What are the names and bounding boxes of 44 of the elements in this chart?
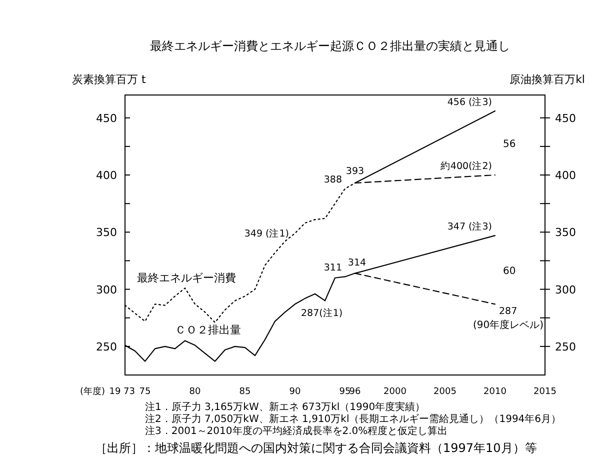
data-label: 287 <box>499 306 518 318</box>
x-tick-label: 2010 <box>484 387 507 397</box>
x-tick-label: 90 <box>289 387 301 397</box>
x-tick-label: 19 73 <box>109 387 135 397</box>
x-tick-label: 95 <box>339 387 351 397</box>
data-label: 311 <box>324 262 342 274</box>
x-tick-label: 80 <box>189 387 201 397</box>
x-tick-label: 2000 <box>384 387 407 397</box>
x-tick-label: 96 <box>349 387 361 397</box>
x-tick-label: 85 <box>239 387 251 397</box>
data-label: 314 <box>348 257 366 268</box>
y-tick-label: 400 <box>96 169 117 182</box>
y2-tick-label: 350 <box>555 226 576 240</box>
y2-axis-title: 原油換算百万kl <box>510 73 585 86</box>
text: 注1．原子力 3,165万kW、新エネ 673万kl（1990年度実績） <box>145 401 426 413</box>
y-tick-label: 250 <box>96 340 117 354</box>
annotation: 56 <box>503 139 516 150</box>
series-label: ＣＯ２排出量 <box>175 323 241 336</box>
y-tick-label: 450 <box>96 112 117 125</box>
y2-tick-label: 400 <box>555 169 576 182</box>
x-axis-title: (年度) <box>80 386 105 397</box>
y2-tick-label: 300 <box>555 283 576 296</box>
series-label: 最終エネルギー消費 <box>137 271 236 284</box>
y-tick-label: 300 <box>96 283 117 296</box>
chart-title: 最終エネルギー消費とエネルギー起源ＣＯ２排出量の実績と見通し <box>150 39 510 53</box>
data-label: 287(注1) <box>301 307 343 320</box>
y2-tick-label: 250 <box>555 340 576 354</box>
y-axis-title: 炭素換算百万 t <box>72 73 146 86</box>
y2-tick-label: 450 <box>555 112 576 125</box>
annotation: 60 <box>503 266 516 277</box>
annotation: (90年度レベル) <box>473 319 544 332</box>
data-label: 456 (注3) <box>447 96 492 108</box>
data-label: 約400(注2) <box>440 160 492 172</box>
text: ［出所］：地球温暖化問題への国内対策に関する合同会議資料（1997年10月）等 <box>95 441 537 455</box>
data-label: 347 (注3) <box>447 220 492 233</box>
x-tick-label: 2005 <box>434 387 456 397</box>
y-tick-label: 350 <box>96 226 117 240</box>
data-label: 388 <box>324 174 342 186</box>
x-tick-label: 75 <box>139 387 151 397</box>
x-tick-label: 2015 <box>534 387 556 397</box>
text: 注2．原子力 7,050万kW、新エネ 1,910万kl（長期エネルギー需給見通し）（1994年6月） <box>145 413 562 425</box>
text: 注3．2001～2010年度の平均経済成長率を2.0%程度と仮定し算出 <box>145 425 448 437</box>
data-label: 349 (注1) <box>244 227 289 240</box>
data-label: 393 <box>346 166 364 177</box>
